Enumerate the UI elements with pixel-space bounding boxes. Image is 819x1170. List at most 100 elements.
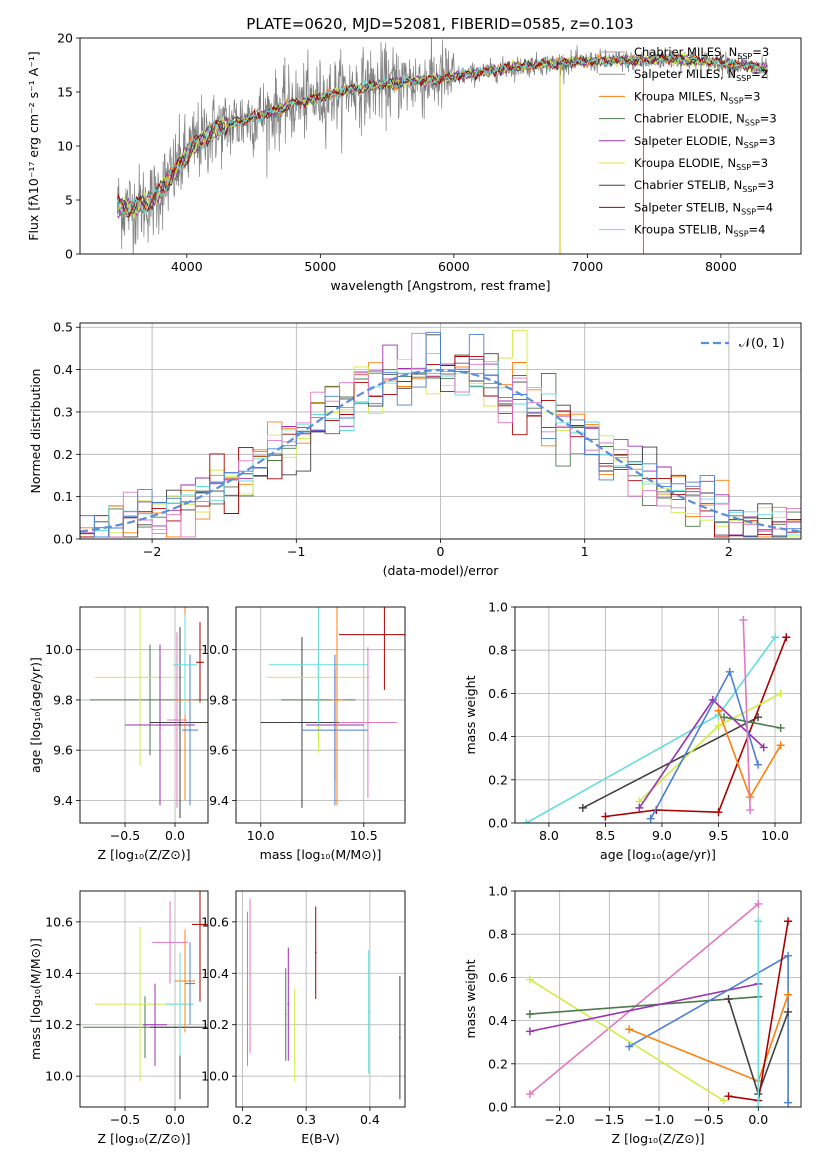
x-tick-label: −2 (143, 544, 161, 559)
series-marker (625, 1042, 634, 1051)
y-tick-label: 0.8 (488, 927, 508, 942)
x-axis-label: age [log₁₀(age/yr)] (600, 847, 716, 862)
series-line-3 (529, 983, 759, 1033)
series-marker (525, 1027, 534, 1036)
series-line-8 (742, 619, 751, 811)
y-axis-label: Normed distribution (28, 369, 43, 494)
x-tick-label: 6000 (438, 259, 470, 274)
residual-histogram-8 (80, 331, 801, 538)
x-axis-label: E(B-V) (301, 1131, 340, 1146)
y-tick-label: 0.4 (488, 729, 508, 744)
y-tick-label: 10.0 (201, 642, 229, 657)
y-tick-label: 10.2 (45, 1017, 73, 1032)
y-tick-label: 9.4 (53, 793, 73, 808)
series-line-1 (529, 978, 724, 1102)
series-marker (522, 819, 531, 823)
x-tick-label: 0.0 (165, 1112, 185, 1127)
y-tick-label: 5 (65, 193, 73, 208)
series-marker (635, 803, 644, 812)
data-point (169, 941, 171, 944)
y-tick-label: 0.4 (488, 1013, 508, 1028)
x-tick-label: 0.3 (296, 1112, 316, 1127)
series-marker (714, 706, 723, 715)
x-tick-label: −1 (287, 544, 305, 559)
data-point (367, 721, 369, 724)
y-tick-label: 10.0 (45, 1069, 73, 1084)
axes-frame (79, 606, 209, 824)
series-marker (525, 1010, 534, 1019)
y-tick-label: 0.2 (488, 1056, 508, 1071)
series-marker (776, 723, 785, 732)
series-marker (525, 975, 534, 984)
data-point (199, 661, 201, 664)
series-marker (601, 812, 610, 821)
axes-frame (79, 890, 209, 1108)
series-marker (754, 1103, 763, 1107)
x-axis-label: (data-model)/error (383, 563, 500, 578)
data-point (149, 699, 151, 701)
data-point (287, 1003, 290, 1005)
panel-mass-vs-Z: −0.5 0.0 10.0 10.2 10.4 10.6 Z [log₁₀(Z/Z⊙)] ma… (28, 890, 209, 1146)
series-marker (784, 990, 793, 999)
series-marker (784, 951, 793, 960)
series-marker (784, 1098, 793, 1107)
y-tick-label: 0.8 (488, 643, 508, 658)
legend-label: Chabrier ELODIE, NSSP=3 (634, 112, 777, 128)
x-tick-label: 2 (725, 544, 733, 559)
y-tick-label: 0.6 (488, 970, 508, 985)
y-tick-label: 0.1 (53, 489, 73, 504)
x-tick-label: 9.5 (709, 828, 729, 843)
data-point (367, 1011, 370, 1013)
series-marker (646, 814, 655, 823)
x-tick-label: 4000 (171, 259, 203, 274)
plot-area (246, 898, 401, 1100)
y-tick-label: 9.4 (209, 793, 229, 808)
series-marker (714, 808, 723, 817)
panel-spectrum: 4000 5000 6000 7000 8000 0 5 10 15 20 wavelength [… (26, 31, 802, 293)
panel-mass-vs-ebv: 0.2 0.3 0.4 10.0 10.2 10.4 10.6 E(B-V) (201, 890, 406, 1146)
axes-frame (514, 890, 802, 1108)
x-tick-label: 10.5 (350, 828, 378, 843)
series-marker (725, 667, 734, 676)
x-tick-label: 9.0 (652, 828, 672, 843)
y-tick-label: 10 (57, 139, 73, 154)
series-marker (771, 633, 779, 642)
y-axis-label: mass weight (463, 675, 478, 754)
data-point (199, 923, 201, 926)
y-tick-label: 9.8 (53, 692, 73, 707)
y-tick-label: 10.6 (201, 914, 229, 929)
legend-label: 𝒩(0, 1) (739, 335, 785, 350)
data-point (184, 663, 186, 666)
y-tick-label: 0 (65, 247, 73, 262)
axes-frame (79, 37, 802, 255)
y-tick-label: 10.2 (201, 1017, 229, 1032)
x-tick-label: 7000 (571, 259, 603, 274)
x-tick-label: 10.0 (761, 828, 789, 843)
plot-area (90, 607, 208, 818)
y-tick-label: 0.4 (53, 362, 73, 377)
data-point (249, 975, 251, 977)
x-tick-label: 8.5 (595, 828, 615, 843)
data-point (284, 1013, 287, 1016)
y-axis-label: Flux [fλ10⁻¹⁷ erg cm⁻² s⁻¹ A⁻¹] (26, 51, 41, 240)
y-tick-label: 15 (57, 85, 73, 100)
legend-label: Salpeter STELIB, NSSP=4 (634, 200, 773, 216)
data-point (154, 1023, 156, 1026)
plot-area (260, 607, 405, 808)
x-tick-label: 5000 (304, 259, 336, 274)
legend-label: Kroupa ELODIE, NSSP=3 (634, 156, 768, 172)
legend-label: Chabrier STELIB, NSSP=3 (634, 178, 774, 194)
panel-age-vs-mass: 10.0 10.5 9.4 9.6 9.8 10.0 mass [log₁₀(M/M⊙)] (201, 606, 406, 862)
y-tick-label: 9.8 (209, 692, 229, 707)
y-axis-label: mass [log₁₀(M/M⊙)] (28, 938, 43, 1060)
plot-area (116, 38, 768, 254)
x-tick-label: 0.0 (165, 828, 185, 843)
series-marker (746, 806, 755, 815)
x-tick-label: 8000 (705, 259, 737, 274)
data-point (139, 1003, 141, 1005)
x-tick-label: −1.5 (594, 1112, 624, 1127)
y-tick-label: 0.2 (53, 447, 73, 462)
x-tick-label: 8.0 (539, 828, 559, 843)
x-axis-label: Z [log₁₀(Z/Z⊙)] (98, 847, 191, 862)
series-line-2 (529, 996, 759, 1015)
